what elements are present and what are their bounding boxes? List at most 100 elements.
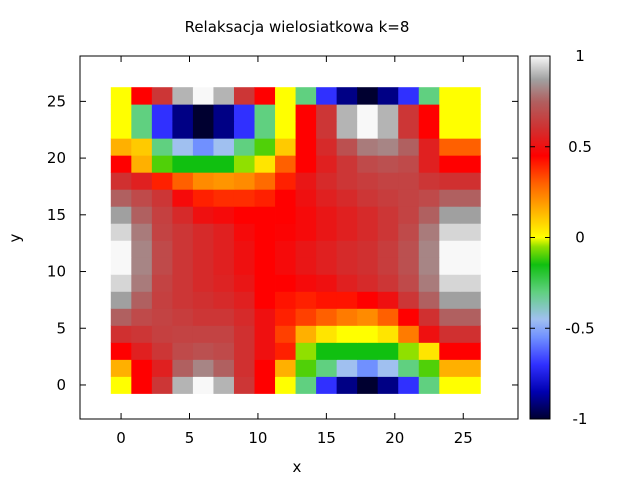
heatmap-cell bbox=[316, 121, 338, 139]
heatmap-cell bbox=[213, 155, 235, 173]
heatmap-cell bbox=[275, 376, 296, 394]
heatmap-cell bbox=[459, 274, 481, 292]
heatmap-cell bbox=[172, 206, 194, 224]
x-tick-label: 20 bbox=[385, 429, 404, 447]
heatmap-cell bbox=[213, 206, 235, 224]
chart-title: Relaksacja wielosiatkowa k=8 bbox=[185, 18, 410, 36]
heatmap-cell bbox=[254, 257, 276, 275]
heatmap-cell bbox=[151, 172, 173, 190]
x-axis-label: x bbox=[293, 458, 302, 476]
heatmap-cell bbox=[110, 189, 132, 207]
heatmap-cell bbox=[295, 308, 317, 326]
heatmap-cell bbox=[275, 274, 296, 292]
heatmap-cell bbox=[398, 121, 420, 139]
heatmap-cell bbox=[357, 121, 379, 139]
heatmap-cell bbox=[336, 291, 358, 309]
heatmap-cell bbox=[398, 376, 420, 394]
heatmap-cell bbox=[459, 121, 481, 139]
heatmap-cell bbox=[192, 121, 214, 139]
heatmap-cell bbox=[192, 87, 214, 105]
heatmap-cell bbox=[377, 206, 399, 224]
heatmap-cell bbox=[131, 359, 153, 377]
heatmap-cell bbox=[357, 274, 379, 292]
heatmap-cell bbox=[398, 223, 420, 241]
heatmap-cell bbox=[172, 223, 194, 241]
heatmap-cell bbox=[377, 342, 399, 360]
heatmap-cell bbox=[151, 376, 173, 394]
heatmap-cell bbox=[316, 376, 338, 394]
heatmap-cell bbox=[336, 138, 358, 156]
heatmap-cell bbox=[151, 223, 173, 241]
heatmap-cell bbox=[316, 138, 338, 156]
heatmap-cell bbox=[131, 274, 153, 292]
heatmap-cell bbox=[151, 121, 173, 139]
heatmap-cell bbox=[295, 342, 317, 360]
heatmap-cell bbox=[439, 104, 461, 122]
heatmap-cell bbox=[295, 121, 317, 139]
heatmap-cell bbox=[110, 359, 132, 377]
heatmap-cell bbox=[192, 240, 214, 258]
heatmap-cell bbox=[254, 274, 276, 292]
heatmap-cell bbox=[192, 359, 214, 377]
heatmap-cell bbox=[275, 121, 296, 139]
heatmap-cell bbox=[418, 240, 440, 258]
heatmap-cell bbox=[398, 359, 420, 377]
heatmap-cell bbox=[254, 172, 276, 190]
heatmap-cell bbox=[459, 257, 481, 275]
heatmap-cell bbox=[131, 376, 153, 394]
heatmap-cell bbox=[233, 138, 255, 156]
heatmap-cell bbox=[254, 376, 276, 394]
heatmap-cell bbox=[459, 189, 481, 207]
heatmap-cell bbox=[233, 308, 255, 326]
heatmap-cell bbox=[213, 257, 235, 275]
heatmap-cell bbox=[377, 172, 399, 190]
heatmap-cell bbox=[233, 376, 255, 394]
heatmap-cell bbox=[336, 206, 358, 224]
heatmap-cell bbox=[336, 87, 358, 105]
heatmap-cell bbox=[439, 240, 461, 258]
heatmap-cell bbox=[316, 155, 338, 173]
heatmap-cell bbox=[213, 138, 235, 156]
heatmap-cell bbox=[398, 206, 420, 224]
heatmap-cell bbox=[357, 223, 379, 241]
colorbar-tick-label: 0 bbox=[575, 229, 585, 247]
heatmap-cell bbox=[275, 223, 296, 241]
heatmap-cell bbox=[233, 172, 255, 190]
heatmap-cell bbox=[254, 308, 276, 326]
heatmap-cell bbox=[151, 359, 173, 377]
heatmap-cell bbox=[377, 87, 399, 105]
heatmap-cell bbox=[418, 342, 440, 360]
heatmap-cell bbox=[131, 240, 153, 258]
heatmap-cell bbox=[192, 155, 214, 173]
heatmap-cell bbox=[316, 104, 338, 122]
heatmap-cell bbox=[151, 206, 173, 224]
heatmap-cell bbox=[377, 104, 399, 122]
heatmap-cell bbox=[336, 274, 358, 292]
heatmap-cell bbox=[254, 87, 276, 105]
heatmap-cell bbox=[418, 104, 440, 122]
heatmap-cell bbox=[131, 121, 153, 139]
heatmap-cell bbox=[213, 223, 235, 241]
plot-frame bbox=[79, 55, 519, 420]
heatmap-cell bbox=[459, 138, 481, 156]
heatmap-cell bbox=[233, 121, 255, 139]
heatmap-cell bbox=[418, 155, 440, 173]
heatmap-cell bbox=[110, 172, 132, 190]
heatmap-cell bbox=[295, 189, 317, 207]
heatmap-cell bbox=[172, 240, 194, 258]
heatmap-cell bbox=[459, 240, 481, 258]
heatmap-cell bbox=[275, 257, 296, 275]
heatmap-cell bbox=[131, 308, 153, 326]
heatmap-cell bbox=[316, 87, 338, 105]
heatmap-cell bbox=[172, 274, 194, 292]
heatmap-cell bbox=[213, 240, 235, 258]
heatmap-cell bbox=[316, 291, 338, 309]
heatmap-cell bbox=[418, 121, 440, 139]
heatmap-cell bbox=[336, 308, 358, 326]
heatmap-cell bbox=[110, 155, 132, 173]
heatmap-cell bbox=[213, 172, 235, 190]
heatmap-cell bbox=[398, 138, 420, 156]
heatmap-cell bbox=[254, 325, 276, 343]
heatmap-cell bbox=[192, 291, 214, 309]
heatmap-cell bbox=[357, 325, 379, 343]
